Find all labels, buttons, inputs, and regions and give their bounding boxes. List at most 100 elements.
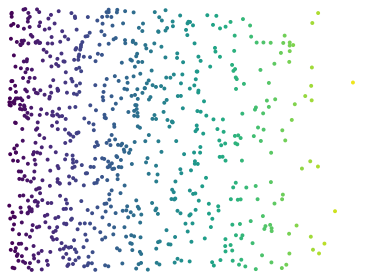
Point [155, 30, 161, 34]
Point [260, 127, 266, 132]
Point [27, 25, 33, 29]
Point [7, 152, 13, 157]
Point [104, 201, 110, 206]
Point [248, 34, 254, 39]
Point [20, 259, 26, 264]
Point [89, 261, 95, 265]
Point [187, 259, 193, 264]
Point [64, 153, 70, 157]
Point [149, 83, 155, 87]
Point [156, 15, 162, 20]
Point [91, 226, 97, 230]
Point [19, 107, 25, 112]
Point [20, 41, 26, 46]
Point [47, 168, 53, 173]
Point [11, 99, 17, 103]
Point [83, 34, 88, 39]
Point [204, 13, 210, 17]
Point [87, 103, 93, 108]
Point [206, 211, 212, 216]
Point [73, 258, 78, 262]
Point [116, 79, 122, 83]
Point [302, 94, 308, 98]
Point [195, 109, 201, 113]
Point [74, 131, 80, 135]
Point [65, 37, 71, 41]
Point [109, 161, 115, 165]
Point [61, 207, 67, 211]
Point [18, 210, 24, 214]
Point [70, 134, 76, 139]
Point [44, 258, 50, 263]
Point [35, 39, 41, 43]
Point [6, 203, 12, 208]
Point [135, 114, 141, 118]
Point [95, 143, 101, 147]
Point [25, 19, 31, 24]
Point [29, 194, 35, 199]
Point [185, 229, 191, 234]
Point [17, 193, 23, 198]
Point [106, 223, 112, 227]
Point [36, 41, 42, 45]
Point [230, 185, 236, 190]
Point [179, 72, 185, 77]
Point [25, 16, 31, 21]
Point [253, 184, 259, 188]
Point [131, 74, 137, 79]
Point [39, 198, 45, 202]
Point [10, 265, 16, 270]
Point [68, 218, 74, 222]
Point [164, 228, 169, 232]
Point [67, 105, 73, 110]
Point [19, 254, 25, 258]
Point [37, 41, 43, 45]
Point [209, 216, 215, 221]
Point [19, 127, 25, 131]
Point [62, 59, 68, 64]
Point [21, 27, 27, 31]
Point [26, 41, 31, 46]
Point [231, 49, 237, 53]
Point [279, 128, 285, 132]
Point [220, 155, 226, 159]
Point [123, 234, 129, 239]
Point [9, 79, 14, 83]
Point [38, 107, 44, 111]
Point [185, 20, 191, 24]
Point [62, 34, 68, 39]
Point [232, 33, 238, 38]
Point [169, 188, 175, 192]
Point [113, 36, 119, 40]
Point [153, 246, 159, 251]
Point [10, 22, 16, 26]
Point [89, 211, 95, 216]
Point [45, 157, 51, 162]
Point [192, 162, 198, 166]
Point [106, 41, 112, 46]
Point [235, 197, 241, 202]
Point [260, 111, 266, 116]
Point [67, 181, 73, 186]
Point [54, 237, 60, 241]
Point [122, 41, 128, 45]
Point [172, 179, 178, 184]
Point [15, 252, 21, 256]
Point [131, 114, 137, 118]
Point [151, 41, 157, 46]
Point [17, 42, 23, 47]
Point [171, 197, 177, 202]
Point [243, 185, 249, 190]
Point [28, 179, 34, 184]
Point [71, 58, 77, 62]
Point [125, 215, 131, 220]
Point [269, 229, 275, 233]
Point [42, 214, 48, 218]
Point [109, 188, 115, 193]
Point [130, 248, 135, 252]
Point [9, 15, 15, 19]
Point [145, 267, 151, 272]
Point [13, 246, 19, 250]
Point [37, 88, 43, 93]
Point [172, 260, 178, 265]
